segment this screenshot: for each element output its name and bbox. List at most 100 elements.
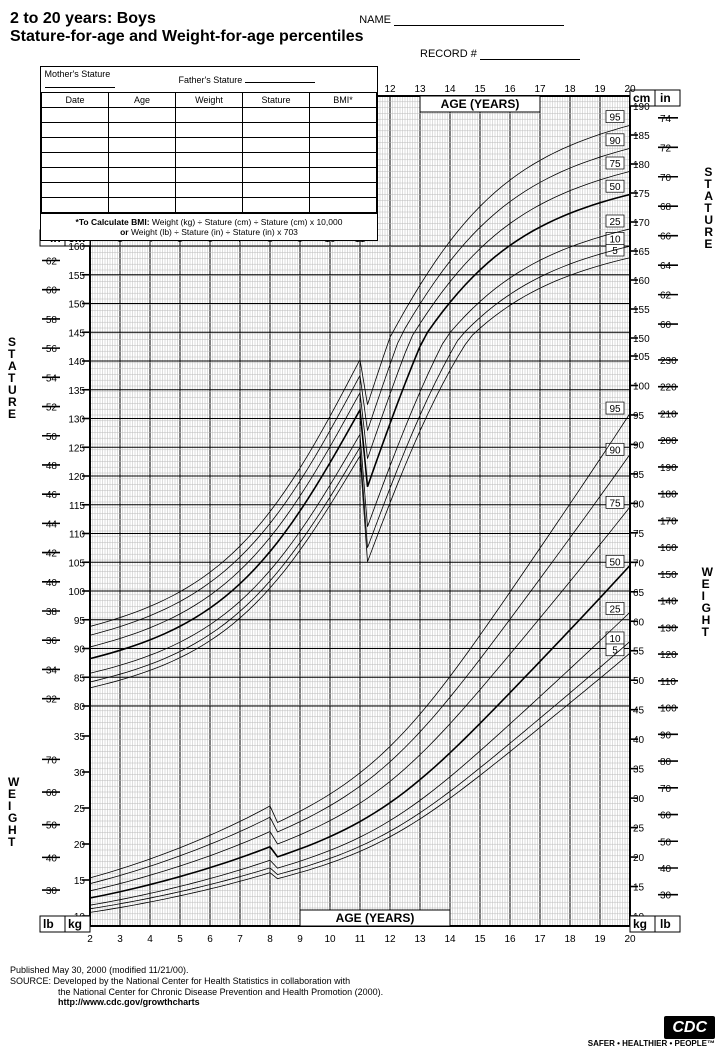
svg-text:80: 80: [74, 702, 86, 713]
svg-text:lb: lb: [43, 917, 54, 931]
svg-text:175: 175: [633, 189, 650, 200]
svg-text:55: 55: [633, 647, 645, 658]
svg-text:17: 17: [534, 84, 546, 95]
svg-text:15: 15: [633, 883, 645, 894]
svg-text:120: 120: [660, 650, 677, 661]
svg-text:150: 150: [633, 334, 650, 345]
svg-text:50: 50: [660, 837, 672, 848]
stature-label-right: STATURE: [704, 166, 715, 250]
svg-text:20: 20: [633, 853, 645, 864]
svg-text:135: 135: [68, 386, 85, 397]
svg-text:90: 90: [609, 445, 621, 456]
svg-text:60: 60: [633, 617, 645, 628]
svg-text:80: 80: [633, 499, 645, 510]
svg-text:40: 40: [660, 864, 672, 875]
svg-text:15: 15: [74, 876, 86, 887]
svg-text:140: 140: [68, 357, 85, 368]
svg-text:18: 18: [564, 934, 576, 945]
svg-text:185: 185: [633, 131, 650, 142]
svg-text:75: 75: [609, 498, 621, 509]
svg-text:150: 150: [660, 570, 677, 581]
name-field[interactable]: NAME: [359, 14, 564, 26]
svg-text:AGE (YEARS): AGE (YEARS): [336, 911, 415, 925]
record-field[interactable]: RECORD #: [420, 48, 580, 60]
svg-text:95: 95: [74, 616, 86, 627]
svg-text:AGE (YEARS): AGE (YEARS): [441, 97, 520, 111]
svg-text:130: 130: [660, 623, 677, 634]
svg-text:6: 6: [207, 934, 213, 945]
svg-text:70: 70: [660, 784, 672, 795]
svg-text:30: 30: [46, 886, 58, 897]
svg-text:74: 74: [660, 114, 672, 125]
svg-text:75: 75: [609, 159, 621, 170]
svg-text:25: 25: [609, 604, 621, 615]
svg-text:155: 155: [68, 271, 85, 282]
svg-text:95: 95: [633, 411, 645, 422]
svg-text:65: 65: [633, 588, 645, 599]
svg-text:12: 12: [384, 84, 396, 95]
svg-text:52: 52: [46, 403, 58, 414]
svg-text:10: 10: [609, 234, 621, 245]
svg-text:70: 70: [46, 755, 58, 766]
svg-text:7: 7: [237, 934, 243, 945]
svg-text:20: 20: [624, 934, 636, 945]
data-entry-table[interactable]: Mother's Stature Father's Stature DateAg…: [40, 66, 378, 241]
svg-text:in: in: [660, 91, 671, 105]
cdc-logo: CDC SAFER • HEALTHIER • PEOPLE™: [588, 1019, 715, 1048]
svg-text:42: 42: [46, 549, 58, 560]
svg-text:34: 34: [46, 665, 58, 676]
svg-text:5: 5: [177, 934, 183, 945]
svg-text:60: 60: [46, 286, 58, 297]
svg-text:35: 35: [74, 732, 86, 743]
svg-text:100: 100: [660, 704, 677, 715]
svg-text:14: 14: [444, 84, 456, 95]
svg-text:160: 160: [68, 242, 85, 253]
svg-text:90: 90: [633, 440, 645, 451]
svg-text:105: 105: [68, 558, 85, 569]
title-line-1: 2 to 20 years: Boys: [10, 10, 156, 28]
svg-text:230: 230: [660, 356, 677, 367]
svg-text:72: 72: [660, 143, 672, 154]
svg-text:110: 110: [660, 677, 676, 688]
svg-text:95: 95: [609, 404, 621, 415]
svg-text:4: 4: [147, 934, 153, 945]
svg-text:25: 25: [633, 824, 645, 835]
svg-text:130: 130: [68, 415, 85, 426]
svg-text:kg: kg: [68, 917, 82, 931]
svg-text:75: 75: [633, 529, 645, 540]
weight-label-left: WEIGHT: [8, 776, 21, 848]
svg-text:120: 120: [68, 472, 85, 483]
weight-label-right: WEIGHT: [702, 566, 715, 638]
svg-text:66: 66: [660, 232, 672, 243]
svg-text:180: 180: [660, 490, 677, 501]
svg-text:8: 8: [267, 934, 273, 945]
svg-text:40: 40: [633, 735, 645, 746]
svg-text:110: 110: [69, 530, 85, 541]
svg-text:170: 170: [633, 218, 650, 229]
svg-text:60: 60: [660, 811, 672, 822]
svg-text:18: 18: [564, 84, 576, 95]
svg-text:190: 190: [660, 463, 677, 474]
svg-text:95: 95: [609, 113, 621, 124]
svg-text:190: 190: [633, 102, 650, 113]
svg-text:10: 10: [609, 634, 621, 645]
svg-text:11: 11: [355, 934, 366, 945]
svg-text:36: 36: [46, 636, 58, 647]
svg-text:15: 15: [474, 934, 486, 945]
svg-text:50: 50: [609, 182, 621, 193]
svg-text:2: 2: [87, 934, 93, 945]
svg-text:3: 3: [117, 934, 123, 945]
svg-text:48: 48: [46, 461, 58, 472]
svg-text:5: 5: [612, 246, 618, 257]
svg-text:170: 170: [660, 516, 677, 527]
svg-text:25: 25: [609, 217, 621, 228]
svg-text:50: 50: [609, 557, 621, 568]
svg-text:16: 16: [504, 84, 516, 95]
svg-text:220: 220: [660, 383, 677, 394]
svg-text:50: 50: [46, 432, 58, 443]
svg-text:46: 46: [46, 490, 58, 501]
footer: Published May 30, 2000 (modified 11/21/0…: [10, 965, 715, 1008]
svg-text:85: 85: [74, 673, 86, 684]
svg-text:145: 145: [68, 328, 85, 339]
svg-text:60: 60: [660, 320, 672, 331]
